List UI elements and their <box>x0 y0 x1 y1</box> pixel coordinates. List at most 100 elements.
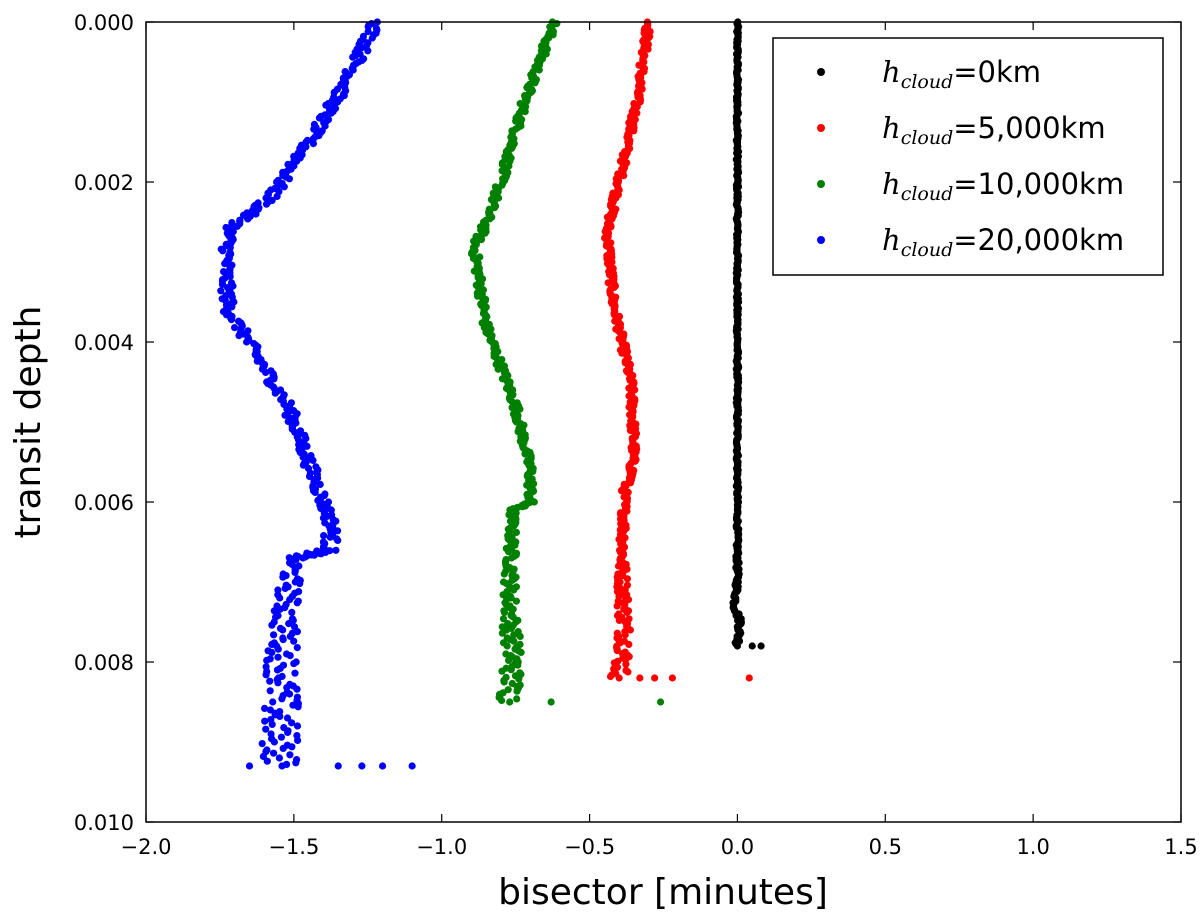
data-point <box>235 332 243 340</box>
legend-marker <box>817 68 825 76</box>
legend-subscript: cloud <box>901 183 954 205</box>
legend-marker <box>817 180 825 188</box>
series-0 <box>729 18 765 650</box>
data-point <box>293 599 301 607</box>
data-point <box>506 698 514 706</box>
data-point <box>243 338 251 346</box>
data-point <box>504 548 513 556</box>
data-point <box>621 631 629 639</box>
data-point <box>279 744 287 753</box>
data-point <box>500 678 508 686</box>
data-point <box>293 644 301 652</box>
data-point <box>606 672 615 681</box>
outlier-point <box>668 674 676 682</box>
data-point <box>268 621 276 629</box>
data-point <box>220 268 228 276</box>
data-point <box>516 632 524 641</box>
data-point <box>310 551 318 559</box>
data-point <box>268 720 276 729</box>
legend: hcloud=0kmhcloud=5,000kmhcloud=10,000kmh… <box>772 37 1164 276</box>
data-point <box>219 247 227 255</box>
data-point <box>505 656 513 665</box>
data-point <box>261 704 269 713</box>
outlier-point <box>745 674 753 682</box>
data-point <box>217 287 225 295</box>
data-point <box>269 698 277 706</box>
data-point <box>286 751 294 759</box>
data-point <box>494 365 502 373</box>
data-point <box>507 554 516 562</box>
outlier-point <box>656 698 665 706</box>
legend-subscript: cloud <box>901 239 954 261</box>
y-tick-label: 0.000 <box>74 11 134 35</box>
y-axis-label: transit depth <box>8 306 49 539</box>
data-point <box>285 620 293 628</box>
outlier-point <box>748 642 756 650</box>
data-point <box>334 536 342 545</box>
outlier-point <box>636 674 644 682</box>
x-tick-label: 0.5 <box>869 835 902 859</box>
data-point <box>515 675 523 683</box>
x-tick-label: 0.0 <box>721 835 754 859</box>
data-point <box>261 717 269 725</box>
data-point <box>500 570 508 578</box>
legend-value: =5,000km <box>953 111 1105 145</box>
data-point <box>266 687 274 695</box>
legend-label: hcloud=10,000km <box>882 167 1124 205</box>
data-point <box>315 114 323 122</box>
outlier-point <box>334 762 342 770</box>
data-point <box>626 626 635 634</box>
series-1 <box>601 18 753 682</box>
data-point <box>349 53 357 61</box>
legend-subscript: cloud <box>901 127 954 149</box>
data-point <box>281 584 289 593</box>
legend-symbol: h <box>882 55 901 89</box>
data-point <box>270 738 278 746</box>
series-2 <box>468 18 665 706</box>
data-point <box>622 660 630 668</box>
data-point <box>309 456 317 464</box>
data-point <box>615 674 623 682</box>
data-point <box>292 759 300 767</box>
axis-ticks-layer: −2.0 −1.5 −1.0 −0.5 0.0 0.5 1.0 1.5 0.000 0.002 0.… <box>74 11 1198 859</box>
data-point <box>290 637 298 645</box>
data-point <box>270 749 278 757</box>
data-point <box>268 648 276 657</box>
data-point <box>271 389 279 397</box>
data-point <box>262 200 271 208</box>
data-point <box>510 586 518 594</box>
data-point <box>299 554 307 562</box>
data-point <box>262 368 270 376</box>
data-point <box>733 642 742 650</box>
data-point <box>286 652 294 660</box>
data-point <box>252 210 260 218</box>
legend-symbol: h <box>882 111 901 145</box>
data-point <box>280 183 288 191</box>
data-point <box>270 631 278 639</box>
data-point <box>293 722 302 730</box>
legend-value: =20,000km <box>953 223 1124 257</box>
y-tick-label: 0.010 <box>74 811 134 835</box>
data-point <box>613 602 621 610</box>
data-point <box>513 695 521 703</box>
data-point <box>259 752 267 761</box>
data-point <box>623 575 632 583</box>
data-point <box>510 637 518 645</box>
data-point <box>231 324 239 332</box>
outlier-point <box>358 762 366 770</box>
data-point <box>364 47 372 55</box>
outlier-point <box>757 642 765 650</box>
data-point <box>615 616 624 625</box>
data-point <box>368 34 376 42</box>
data-point <box>503 642 511 650</box>
data-point <box>512 597 521 605</box>
data-point <box>262 671 270 679</box>
data-point <box>624 668 632 676</box>
y-tick-label: 0.004 <box>74 331 134 355</box>
data-point <box>279 573 287 581</box>
plot-area-frame <box>145 21 1182 823</box>
data-point <box>327 109 335 117</box>
data-point <box>278 695 286 703</box>
y-tick-label: 0.008 <box>74 651 134 675</box>
